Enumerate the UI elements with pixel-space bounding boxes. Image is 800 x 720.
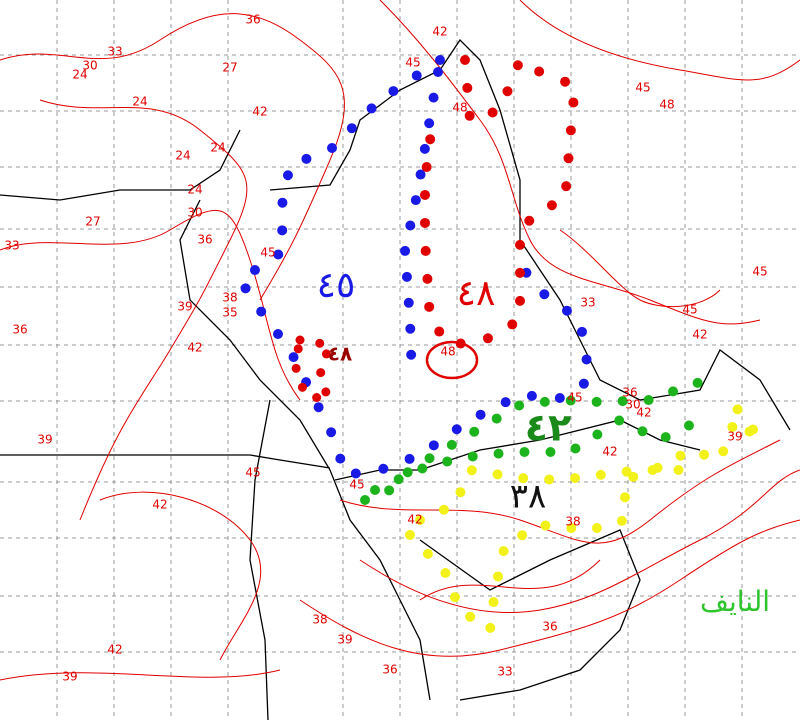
contour-label: 42 [407,513,422,527]
contour-label: 33 [580,296,595,310]
contour-label: 30 [82,59,97,73]
contour-label: 35 [222,306,237,320]
contour-label: 36 [542,620,557,634]
contour-label: 24 [72,68,87,82]
isoline-dots [405,400,765,639]
contour-label: 45 [260,246,275,260]
isoline-dots [415,464,685,525]
contour-label: 45 [635,81,650,95]
region-label: ٤٥ [317,265,356,306]
region-label: ٤٨ [457,273,496,314]
region-label: ٣٨ [510,477,547,517]
contour-label: 45 [567,391,582,405]
contour-label: 45 [245,466,260,480]
contours [0,0,800,681]
contour-label: 42 [107,643,122,657]
contour-label: 38 [312,613,327,627]
contour-label: 39 [727,430,742,444]
contour-label: 24 [210,141,225,155]
contour-label: 24 [175,149,190,163]
contour-label: 36 [622,386,637,400]
contour-label: 24 [132,95,147,109]
contour-label: 39 [337,633,352,647]
contour-label: 33 [497,665,512,679]
contour-label: 42 [602,445,617,459]
contour-label: 48 [659,98,674,112]
contour-label: 39 [177,300,192,314]
isoline-dots [420,52,581,351]
contour-label: 33 [4,239,19,253]
hot-spot [425,340,479,380]
contour-label: 38 [565,515,580,529]
contour-label: 27 [85,215,100,229]
contour-label: 48 [440,345,455,359]
contour-label: 36 [382,663,397,677]
region-label: ٤٢ [525,406,571,450]
contour-label: 45 [752,265,767,279]
contour-label: 42 [692,328,707,342]
region-label: ٤٨ [328,342,352,366]
coastlines [0,38,791,720]
isoline-dots [360,373,720,505]
contour-label: 36 [245,13,260,27]
contour-label: 36 [12,323,27,337]
contour-label: 39 [37,433,52,447]
contour-label: 42 [252,105,267,119]
isoline-dots [399,67,443,385]
contour-label: 33 [107,45,122,59]
contour-label: 30 [625,398,640,412]
contour-label: 42 [187,341,202,355]
contour-label: 39 [62,670,77,684]
contour-label: 36 [197,233,212,247]
contour-label: 24 [187,183,202,197]
contour-label: 42 [152,498,167,512]
contour-label: 30 [187,206,202,220]
contour-label: 42 [432,25,447,39]
contour-label: 45 [349,478,364,492]
contour-label: 27 [222,61,237,75]
contour-label: 48 [452,101,467,115]
isoline-dots [290,334,337,406]
contour-label: 45 [682,303,697,317]
contour-label: 45 [405,56,420,70]
contour-label: 38 [222,291,237,305]
contour-label: 42 [636,406,651,420]
credit: النايف [700,585,770,618]
